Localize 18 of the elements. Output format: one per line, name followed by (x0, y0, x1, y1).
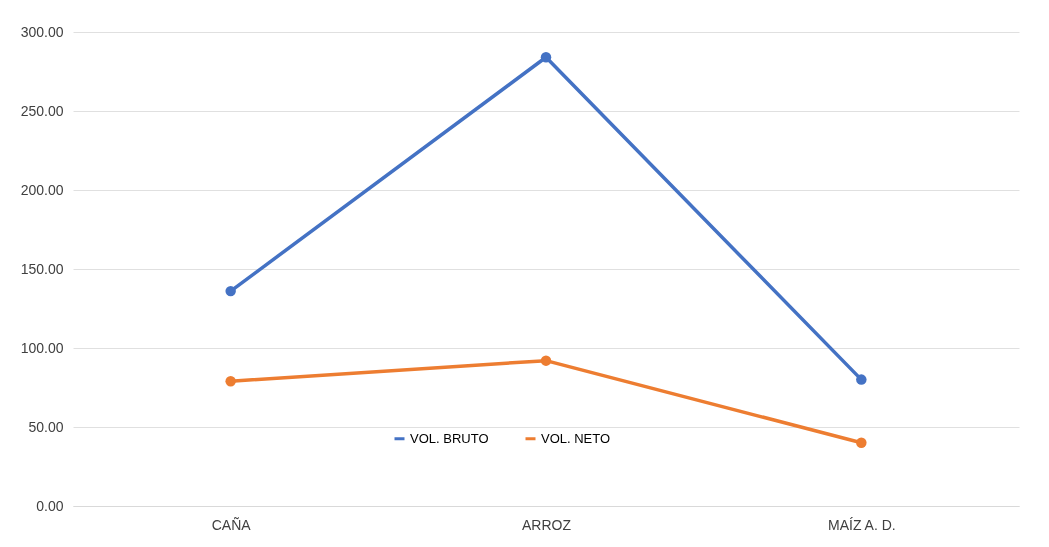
x-tick-label: ARROZ (522, 516, 572, 533)
point (856, 437, 867, 449)
y-tick-label: 0.00 (36, 497, 64, 514)
y-tick-label: 150.00 (20, 260, 64, 277)
y-tick-label: 100.00 (20, 339, 64, 356)
point (856, 374, 867, 385)
point (540, 52, 552, 63)
legend-label: VOL. BRUTO (410, 430, 489, 446)
point (540, 355, 552, 366)
point (225, 375, 236, 387)
point (225, 285, 236, 297)
y-tick-label: 50.00 (28, 418, 64, 435)
legend-label: VOL. NETO (541, 430, 611, 446)
y-tick-label: 300.00 (20, 23, 64, 40)
x-tick-label: MAÍZ A. D. (827, 516, 896, 533)
y-tick-label: 200.00 (20, 181, 64, 198)
x-tick-label: CAÑA (211, 516, 252, 533)
y-tick-label: 250.00 (20, 102, 64, 119)
